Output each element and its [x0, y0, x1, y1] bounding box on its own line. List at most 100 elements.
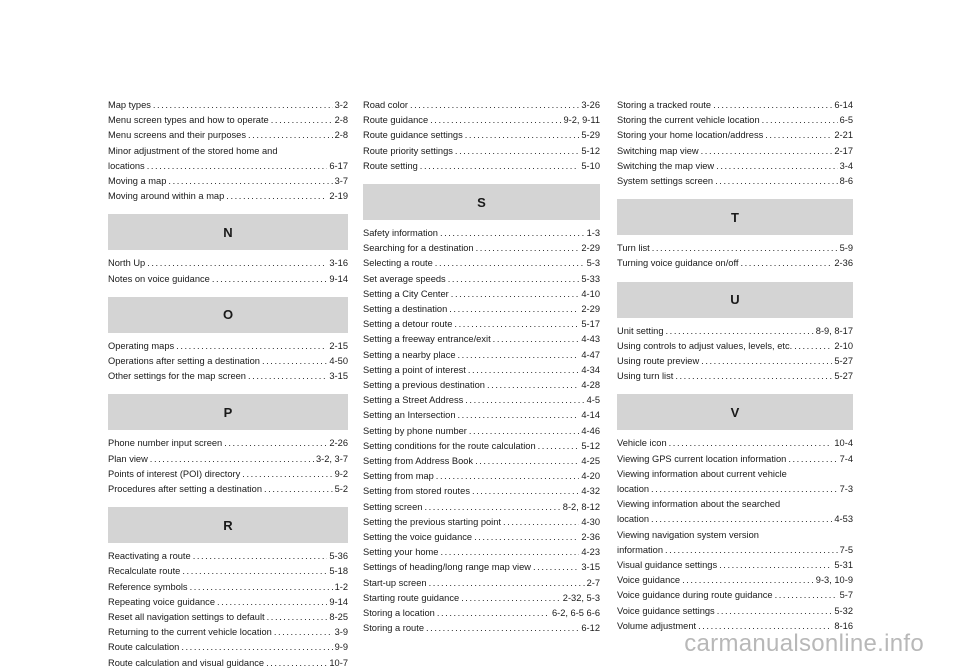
index-entry: Repeating voice guidance 9-14 — [108, 595, 348, 610]
dot-leader — [217, 595, 327, 610]
index-entry-title: Route setting — [363, 160, 418, 171]
dot-leader — [666, 324, 814, 339]
index-entry-title: Voice guidance — [617, 575, 681, 586]
index-entry-title: Start-up screen — [363, 577, 427, 588]
index-entry-title: North Up — [108, 258, 146, 269]
index-entry-page: 2-26 — [329, 438, 348, 449]
index-entry-page: 5-12 — [581, 145, 600, 156]
dot-leader — [765, 128, 832, 143]
index-entry-row: Points of interest (POI) directory 9-2 — [108, 467, 348, 482]
index-entry: Setting screen 8-2, 8-12 — [363, 500, 600, 515]
index-entry-title: Route calculation — [108, 642, 180, 653]
dot-leader — [665, 543, 838, 558]
dot-leader — [475, 454, 579, 469]
index-entry-title: Storing your home location/address — [617, 130, 764, 141]
index-entry-row: Selecting a route 5-3 — [363, 256, 600, 271]
index-entry: Reactivating a route 5-36 — [108, 549, 348, 564]
index-entry-page: 3-16 — [329, 258, 348, 269]
index-entry: Setting a detour route 5-17 — [363, 317, 600, 332]
index-entry: Setting an Intersection 4-14 — [363, 408, 600, 423]
index-entry: Viewing GPS current location information… — [617, 452, 853, 467]
section-letter-header: O — [108, 296, 348, 333]
index-entry-row: Setting a City Center 4-10 — [363, 287, 600, 302]
index-entry-row: Setting a nearby place 4-47 — [363, 348, 600, 363]
index-entry-page: 2-29 — [581, 243, 600, 254]
index-entry-title: Viewing GPS current location information — [617, 453, 787, 464]
dot-leader — [451, 287, 580, 302]
index-entry-page: 5-7 — [839, 590, 853, 601]
index-entry-title: Recalculate route — [108, 566, 181, 577]
index-entry: Route priority settings 5-12 — [363, 144, 600, 159]
index-entry-title: Viewing information about the searched — [617, 499, 781, 510]
index-entry: Moving around within a map 2-19 — [108, 189, 348, 204]
index-entry: Set average speeds 5-33 — [363, 272, 600, 287]
dot-leader — [262, 354, 327, 369]
dot-leader — [436, 469, 580, 484]
index-entry: Route calculation and visual guidance 10-… — [108, 656, 348, 671]
index-entry-row: Route calculation 9-9 — [108, 640, 348, 655]
dot-leader — [719, 558, 832, 573]
dot-leader — [461, 591, 561, 606]
index-entry: Other settings for the map screen 3-15 — [108, 369, 348, 384]
index-entry-row: Set average speeds 5-33 — [363, 272, 600, 287]
index-entry-page: 1-2 — [334, 581, 348, 592]
index-entry-page: 2-7 — [586, 577, 600, 588]
index-entry-row: Voice guidance during route guidance 5-7 — [617, 588, 853, 603]
index-entry-title: Menu screens and their purposes — [108, 130, 246, 141]
dot-leader — [476, 241, 580, 256]
index-entry-title: Vehicle icon — [617, 438, 667, 449]
index-entry: Setting the previous starting point 4-30 — [363, 515, 600, 530]
index-entry-row: Route setting 5-10 — [363, 159, 600, 174]
index-entry-title: Storing a tracked route — [617, 100, 712, 110]
dot-leader — [675, 369, 832, 384]
index-entry-row: Procedures after setting a destination 5-… — [108, 482, 348, 497]
index-entry-title: Setting a detour route — [363, 319, 453, 330]
dot-leader — [775, 588, 838, 603]
index-entry: Operations after setting a destination 4-… — [108, 354, 348, 369]
index-entry-title: Notes on voice guidance — [108, 273, 210, 284]
index-entry: Reset all navigation settings to default… — [108, 610, 348, 625]
index-entry-row: Operating maps 2-15 — [108, 339, 348, 354]
index-entry: Operating maps 2-15 — [108, 339, 348, 354]
index-entry: Using turn list 5-27 — [617, 369, 853, 384]
index-entry-row: Switching the map view 3-4 — [617, 159, 853, 174]
index-entry-page: 5-18 — [329, 566, 348, 577]
index-entry-row: Reactivating a route 5-36 — [108, 549, 348, 564]
index-entry: Route calculation 9-9 — [108, 640, 348, 655]
index-entry-title: Map types — [108, 100, 151, 110]
index-entry-page: 4-25 — [581, 456, 600, 467]
index-entry: Viewing information about the searched lo… — [617, 497, 853, 527]
index-entry-row: Phone number input screen 2-26 — [108, 436, 348, 451]
dot-leader — [651, 482, 838, 497]
dot-leader — [701, 354, 832, 369]
index-entry: Using controls to adjust values, levels,… — [617, 339, 853, 354]
index-entry-page: 8-2, 8-12 — [562, 501, 600, 512]
index-entry-row: Notes on voice guidance 9-14 — [108, 272, 348, 287]
index-entry-page: 2-15 — [329, 340, 348, 351]
index-entry-title: Menu screen types and how to operate — [108, 115, 269, 126]
index-entry-title: Setting by phone number — [363, 425, 467, 436]
index-entry-title-continued: location — [617, 484, 650, 495]
index-entry-page: 6-17 — [329, 160, 348, 171]
index-entry: Points of interest (POI) directory 9-2 — [108, 467, 348, 482]
index-entry-title: Turning voice guidance on/off — [617, 258, 739, 269]
index-entry: Unit setting 8-9, 8-17 — [617, 324, 853, 339]
dot-leader — [440, 226, 585, 241]
index-entry-row: Moving a map 3-7 — [108, 174, 348, 189]
index-entry-page: 5-12 — [581, 440, 600, 451]
index-entry-page: 3-7 — [334, 176, 348, 187]
dot-leader — [274, 625, 333, 640]
index-entry: Volume adjustment 8-16 — [617, 619, 853, 634]
index-entry-page: 9-3, 10-9 — [815, 575, 853, 586]
index-entry-title: Volume adjustment — [617, 620, 697, 631]
index-entry-title: Other settings for the map screen — [108, 371, 246, 382]
index-entry-page: 3-15 — [329, 371, 348, 382]
index-entry-row: Road color 3-26 — [363, 98, 600, 113]
dot-leader — [267, 610, 328, 625]
index-entry-page: 8-25 — [329, 612, 348, 623]
dot-leader — [193, 549, 328, 564]
index-entry-title: Road color — [363, 100, 408, 110]
index-entry: Switching map view 2-17 — [617, 144, 853, 159]
dot-leader — [762, 113, 838, 128]
